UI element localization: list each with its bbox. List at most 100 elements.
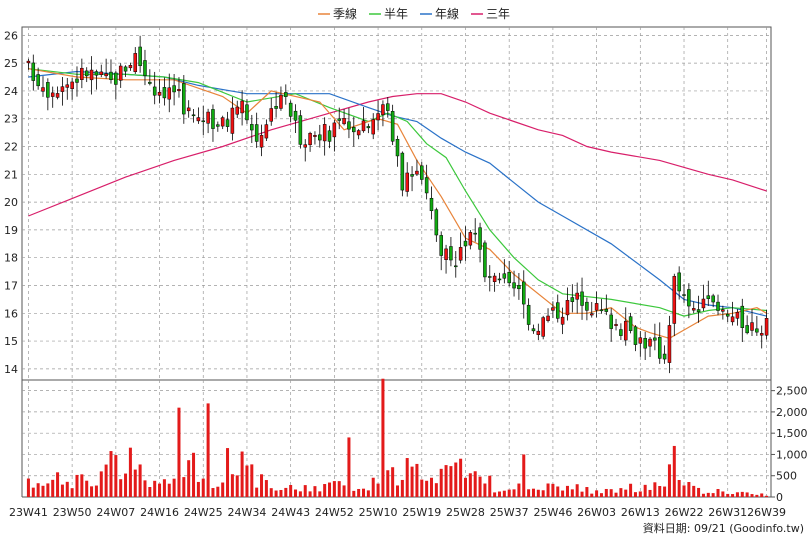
volume-bar [274, 490, 278, 497]
candle-up [575, 292, 579, 300]
volume-bar [94, 485, 98, 497]
volume-bar [546, 483, 550, 497]
volume-bar [697, 487, 701, 497]
volume-bar [740, 491, 744, 497]
volume-bar [153, 480, 157, 497]
volume-bar [395, 485, 400, 497]
ma-line-year [28, 70, 767, 317]
volume-bar [556, 486, 560, 497]
candle-up [492, 275, 497, 282]
volume-bars [26, 378, 769, 497]
x-tick-label: 23W41 [9, 506, 48, 519]
volume-bar [531, 488, 535, 497]
volume-bar [303, 485, 307, 497]
volume-bar [522, 454, 526, 497]
candle-down [449, 246, 453, 261]
candle-up [342, 118, 346, 125]
candle-down [75, 78, 79, 83]
volume-bar [405, 458, 409, 497]
price-tick-label: 19 [4, 224, 18, 237]
volume-bar [663, 486, 667, 497]
volume-bar [391, 467, 395, 497]
volume-bar [595, 490, 599, 497]
candle-down [327, 130, 332, 142]
volume-bar [75, 474, 79, 497]
volume-bar [318, 491, 322, 497]
volume-bar [575, 484, 579, 497]
x-tick-label: 25W19 [402, 506, 441, 519]
candle-up [648, 338, 652, 347]
candle-down [46, 82, 50, 98]
volume-bar [264, 480, 268, 497]
volume-bar [677, 479, 681, 497]
volume-bar [386, 470, 390, 497]
candle-up [468, 232, 473, 246]
volume-bar [381, 378, 385, 497]
candle-up [177, 89, 181, 92]
candle-up [220, 117, 225, 127]
volume-bar [182, 477, 186, 497]
x-tick-label: 23W50 [53, 506, 92, 519]
volume-bar [638, 491, 642, 497]
candle-down [250, 124, 254, 131]
price-tick-label: 24 [4, 85, 18, 98]
candle-down [31, 62, 36, 81]
candle-down [352, 127, 356, 133]
volume-bar [429, 477, 433, 497]
candle-down [337, 118, 341, 121]
price-tick-label: 17 [4, 279, 18, 292]
volume-bar [279, 489, 283, 497]
candle-up [89, 69, 94, 81]
volume-bar [245, 465, 249, 497]
candle-down [36, 74, 40, 87]
candle-up [118, 65, 123, 81]
candle-down [512, 282, 516, 289]
candle-down [526, 304, 531, 325]
candle-up [638, 337, 643, 344]
candle-down [570, 297, 575, 302]
volume-bar [643, 484, 647, 497]
volume-bar [400, 479, 404, 497]
volume-bar [488, 475, 492, 497]
price-panel: 14 15 16 17 18 19 20 21 22 23 24 25 26 [4, 26, 772, 381]
volume-tick-label: 2,500 [776, 385, 808, 398]
volume-bar [463, 477, 467, 497]
candle-up [541, 317, 545, 337]
x-tick-label: 25W46 [533, 506, 572, 519]
candle-down [755, 328, 759, 333]
candle-down [274, 106, 278, 109]
candle-up [99, 71, 104, 75]
candle-up [41, 87, 45, 92]
volume-bar [158, 483, 162, 497]
candle-down [502, 273, 507, 279]
candle-up [167, 87, 172, 100]
volume-bar [332, 481, 336, 497]
volume-bar [735, 492, 739, 497]
volume-bar [206, 403, 210, 497]
candle-down [191, 114, 196, 117]
volume-bar [590, 493, 594, 497]
candle-up [721, 309, 725, 312]
volume-bar [527, 489, 531, 497]
legend-label: 季線 [333, 6, 357, 21]
candle-up [691, 308, 696, 311]
volume-bar [90, 486, 94, 497]
volume-bar [585, 487, 589, 497]
candle-up [322, 124, 327, 142]
legend-label: 年線 [435, 6, 459, 21]
candle-up [560, 316, 565, 325]
volume-bar [255, 487, 259, 497]
candle-down [284, 92, 288, 97]
candle-up [308, 132, 312, 146]
candle-up [157, 91, 162, 96]
volume-bar [473, 471, 477, 497]
candle-down [604, 308, 609, 312]
volume-bar [410, 466, 414, 497]
candle-down [619, 329, 623, 336]
candle-up [381, 104, 385, 115]
candle-down [687, 289, 691, 307]
price-tick-label: 21 [4, 168, 18, 181]
volume-tick-label: 2,000 [776, 406, 808, 419]
volume-bar [415, 463, 419, 497]
candle-up [128, 65, 133, 69]
